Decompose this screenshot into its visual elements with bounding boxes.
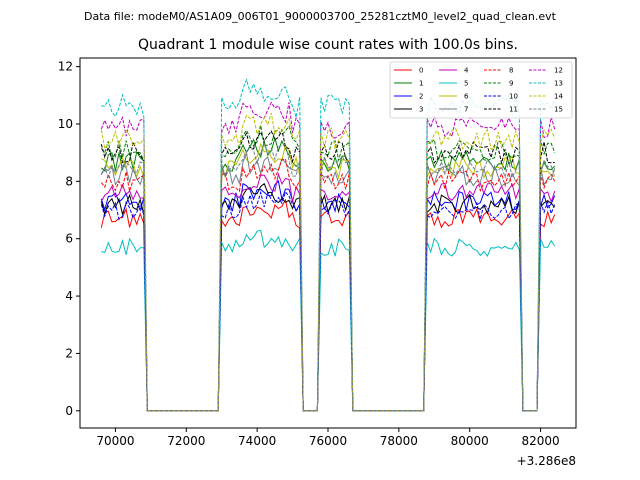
legend-label: 3: [419, 106, 423, 114]
legend-label: 4: [464, 67, 469, 75]
y-tick-label: 12: [58, 60, 73, 74]
x-tick-label: 78000: [380, 434, 418, 448]
plot-frame: [79, 57, 577, 429]
x-tick-label: 76000: [309, 434, 347, 448]
legend-label: 1: [419, 80, 423, 88]
axes: 70000 72000 74000 76000 78000 80000 82000 0 2 4 6 8…: [58, 60, 560, 448]
y-tick-label: 4: [65, 289, 73, 303]
suptitle: Data file: modeM0/AS1A09_006T01_90000037…: [84, 10, 557, 23]
y-tick-label: 0: [65, 404, 73, 418]
legend-label: 7: [464, 106, 468, 114]
y-tick-label: 10: [58, 117, 73, 131]
legend-label: 5: [464, 80, 468, 88]
x-tick-label: 74000: [238, 434, 276, 448]
legend-label: 6: [464, 93, 469, 101]
legend-label: 14: [554, 93, 563, 101]
legend-label: 9: [509, 80, 513, 88]
legend-label: 13: [554, 80, 563, 88]
plot-area: [80, 58, 576, 428]
y-tick-label: 2: [65, 346, 73, 360]
x-tick-label: 82000: [521, 434, 559, 448]
legend-box: [389, 61, 573, 119]
series-line-15: [100, 142, 556, 412]
legend-label: 8: [509, 67, 513, 75]
x-tick-label: 72000: [167, 434, 205, 448]
x-offset-label: +3.286e8: [517, 454, 576, 468]
legend-label: 12: [554, 67, 563, 75]
series-line-14: [100, 112, 556, 412]
series-line-10: [100, 190, 556, 412]
x-tick-label: 80000: [451, 434, 489, 448]
legend-label: 10: [509, 93, 518, 101]
legend-label: 2: [419, 93, 423, 101]
legend-label: 0: [419, 67, 423, 75]
x-tick-label: 70000: [96, 434, 134, 448]
legend-label: 11: [509, 106, 518, 114]
y-tick-label: 8: [65, 174, 73, 188]
y-tick-label: 6: [65, 232, 73, 246]
chart-title: Quadrant 1 module wise count rates with …: [138, 37, 518, 53]
legend-label: 15: [554, 106, 563, 114]
